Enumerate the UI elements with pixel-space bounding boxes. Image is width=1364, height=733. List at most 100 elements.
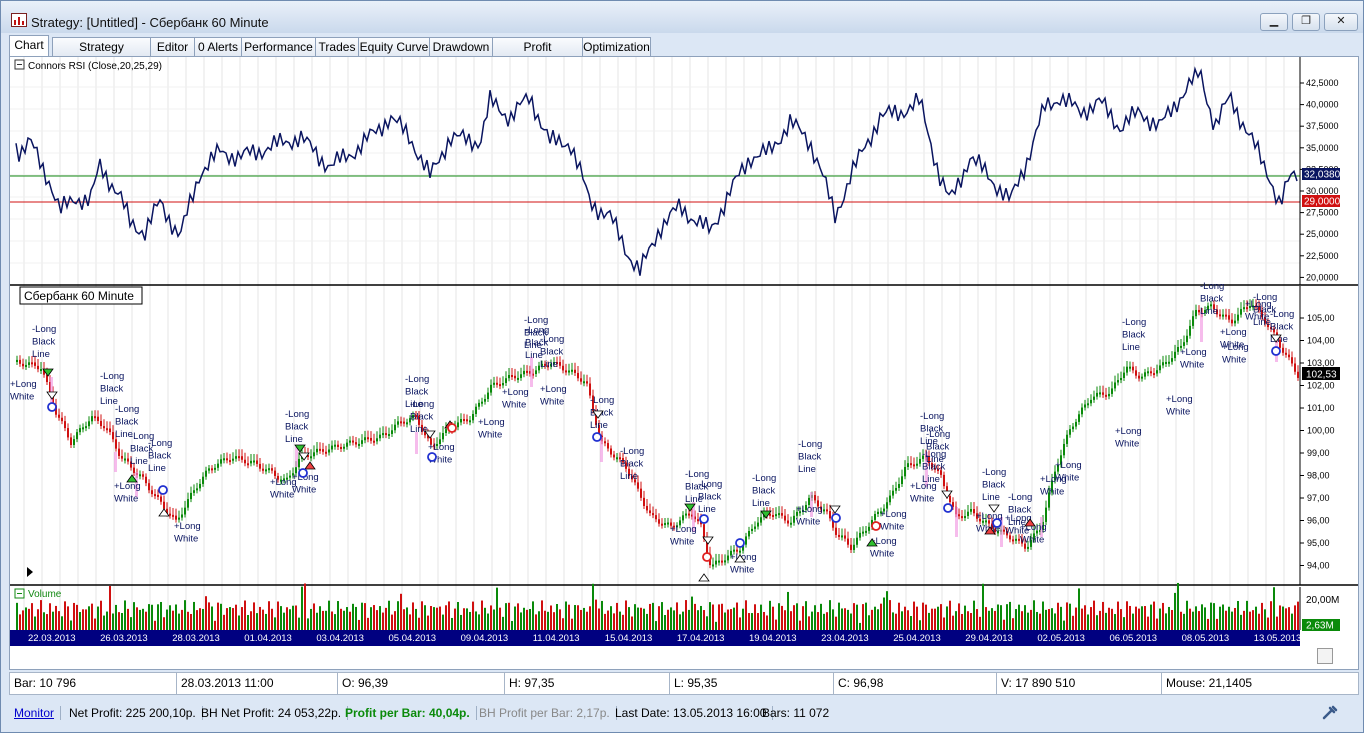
tab-optimization[interactable]: Optimization [582,37,651,56]
volume-bar [115,604,117,630]
candle [43,369,45,375]
tab-editor[interactable]: Editor [150,37,195,56]
tab-drawdown[interactable]: Drawdown [429,37,493,56]
signal-label-long-black-line: Line [285,434,303,445]
price-tick-label: 104,00 [1307,336,1335,346]
volume-bar [346,607,348,630]
volume-bar [1072,615,1074,630]
horizontal-scrollbar[interactable] [9,648,1357,666]
volume-bar [52,611,54,630]
candle [235,456,237,459]
volume-bar [412,602,414,630]
signal-label-long-black-line: Line [1200,306,1218,317]
candle [217,463,219,468]
last-date: Last Date: 13.05.2013 16:00 [615,706,774,720]
tab-equity-curve[interactable]: Equity Curve [358,37,430,56]
scroll-thumb[interactable] [1317,648,1333,664]
signal-highlight [1040,517,1043,537]
short-entry-marker [42,368,54,377]
signal-highlight [295,447,298,467]
candle [580,378,582,382]
signal-label-long-black-line: Line [32,349,50,360]
candle [358,443,360,446]
status-low: L: 95,35 [670,673,834,694]
volume-bar [454,608,456,630]
volume-bar [1267,617,1269,630]
volume-bar [640,607,642,630]
volume-bar [1255,606,1257,630]
volume-bar [841,608,843,630]
volume-bar [1204,607,1206,630]
volume-bar [1066,602,1068,630]
volume-bar [781,605,783,630]
volume-bar [484,607,486,630]
candle [877,511,879,515]
volume-bar [400,593,402,630]
candle [643,497,645,506]
candle [586,381,588,384]
volume-bar [736,602,738,630]
tab-trades[interactable]: Trades [315,37,359,56]
candle [1162,362,1164,366]
volume-bar [241,607,243,630]
candle [178,517,180,520]
candle [1285,352,1287,355]
candle [607,443,609,449]
tab-profit-distribution[interactable]: Profit Distribution [492,37,583,72]
volume-bar [19,614,21,630]
tab-performance[interactable]: Performance [241,37,316,56]
monitor-link[interactable]: Monitor [14,706,62,720]
candle [400,421,402,424]
volume-bar [649,603,651,630]
restore-button[interactable]: ❐ [1292,13,1320,31]
signal-label-long-black-line: Black [410,412,433,423]
volume-badge [1302,619,1340,631]
volume-badge-value: 2,63M [1306,621,1334,632]
long-entry-marker [984,526,996,535]
candle [613,454,615,458]
candle [1165,361,1167,364]
rsi-tick-label: 20,0000 [1306,272,1339,282]
long-entry-marker [734,554,746,563]
candle [475,406,477,415]
minimize-button[interactable]: ▁ [1260,13,1288,31]
signal-label-long-black-line: Line [926,454,944,465]
signal-label-long-white: +Long [670,524,697,535]
candle [994,528,996,532]
expand-arrow-icon[interactable] [27,567,33,577]
signal-label-long-black-line: Line [922,474,940,485]
chart-grid [10,57,1300,630]
settings-wrench-icon[interactable] [1321,705,1339,721]
candle [106,428,108,431]
volume-bar [1276,616,1278,630]
chart-canvas[interactable]: Connors RSI (Close,20,25,29) 42,5000 40,0… [9,56,1359,670]
volume-bar [1225,610,1227,630]
volume-bar [661,602,663,630]
candle [883,508,885,512]
candle [1126,366,1128,373]
volume-bar [70,620,72,630]
candle [145,476,147,484]
volume-bar [295,605,297,630]
status-bar-number: Bar: 10 796 [10,673,177,694]
signal-label-long-white: +Long [270,477,297,488]
signal-label-long-black-line: -Long [920,411,944,422]
candle [1231,319,1233,324]
candle [706,538,708,554]
tab-chart[interactable]: Chart [9,35,49,57]
volume-bar [112,613,114,630]
volume-bar [277,601,279,630]
close-button[interactable]: ✕ [1324,13,1358,31]
volume-bar [769,600,771,630]
tab-strategy-summary[interactable]: Strategy Summary [52,37,151,72]
volume-bar [601,600,603,630]
signal-label-long-black-line: -Long [685,469,709,480]
net-profit: Net Profit: 225 200,10р. [69,706,203,720]
volume-bar [481,600,483,630]
short-entry-marker [46,391,58,400]
tab-alerts[interactable]: 0 Alerts [194,37,242,56]
date-tick-label: 01.04.2013 [244,633,292,644]
volume-bar [82,609,84,630]
candle [91,416,93,422]
status-close: C: 96,98 [834,673,997,694]
